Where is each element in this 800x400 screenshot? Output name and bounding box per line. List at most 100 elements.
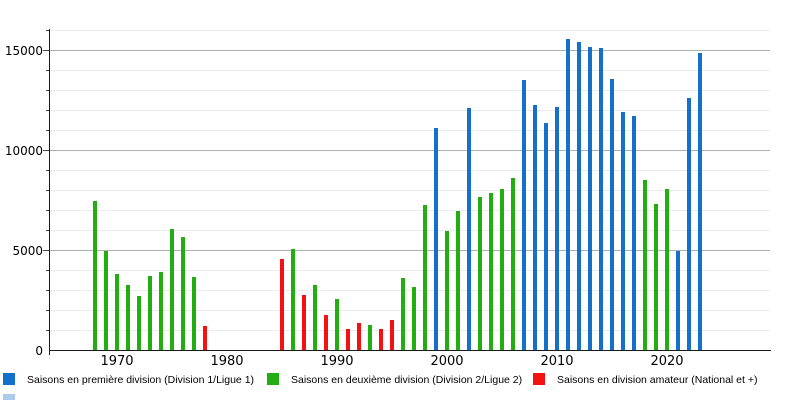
bar-2023 [697, 52, 703, 351]
bar-1977 [191, 276, 197, 351]
bar-2017 [631, 115, 637, 351]
y-axis-tick [43, 250, 49, 251]
bar-2010 [554, 106, 560, 351]
gridline-minor [49, 170, 770, 171]
bar-1993 [367, 324, 373, 351]
x-tick-label: 2020 [650, 354, 684, 369]
y-axis-tick [45, 30, 49, 31]
bar-1968 [92, 200, 98, 351]
bar-1985 [279, 258, 285, 351]
bar-2004 [488, 192, 494, 351]
x-tick-label: 1990 [320, 354, 354, 369]
gridline-minor [49, 230, 770, 231]
bar-1971 [125, 284, 131, 351]
bar-1974 [158, 271, 164, 351]
bar-2016 [620, 111, 626, 351]
bar-2002 [466, 107, 472, 351]
bar-1978 [202, 325, 208, 351]
y-axis-tick [45, 170, 49, 171]
bar-1987 [301, 294, 307, 351]
gridline-minor [49, 70, 770, 71]
y-axis-tick [45, 210, 49, 211]
bar-1999 [433, 127, 439, 351]
y-tick-label: 15000 [4, 43, 43, 58]
bar-1990 [334, 298, 340, 351]
legend-swatch-premiere-icon [3, 372, 15, 385]
y-axis-tick [45, 230, 49, 231]
y-tick-label: 10000 [4, 143, 43, 158]
gridline-major [49, 50, 770, 51]
legend-item-deuxieme-division: Saisons en deuxième division (Division 2… [267, 368, 522, 386]
bar-1989 [323, 314, 329, 351]
bar-1988 [312, 284, 318, 351]
bar-1976 [180, 236, 186, 351]
bar-1994 [378, 328, 384, 351]
gridline-minor [49, 290, 770, 291]
legend-label-amateur: Saisons en division amateur (National et… [557, 373, 758, 386]
y-tick-label: 5000 [12, 243, 43, 258]
gridline-major [49, 150, 770, 151]
bar-1998 [422, 204, 428, 351]
y-axis-tick [45, 270, 49, 271]
bar-2009 [543, 122, 549, 351]
bar-1975 [169, 228, 175, 351]
legend-swatch-partial-cutoff-icon [3, 393, 15, 400]
bar-2001 [455, 210, 461, 351]
bar-1973 [147, 275, 153, 351]
y-axis-tick [45, 290, 49, 291]
legend-label-premiere: Saisons en première division (Division 1… [27, 373, 255, 386]
x-tick-label: 1980 [210, 354, 244, 369]
gridline-minor [49, 310, 770, 311]
gridline-minor [49, 130, 770, 131]
bar-2013 [587, 46, 593, 351]
gridline-minor [49, 90, 770, 91]
legend-swatch-deuxieme-icon [267, 372, 279, 385]
bar-2012 [576, 41, 582, 351]
gridline-major [49, 250, 770, 251]
bar-1995 [389, 319, 395, 351]
bar-1986 [290, 248, 296, 351]
x-tick-label: 2010 [540, 354, 574, 369]
bar-2014 [598, 47, 604, 351]
bar-2022 [686, 97, 692, 351]
bar-2018 [642, 179, 648, 351]
gridline-minor [49, 210, 770, 211]
y-axis-tick [45, 130, 49, 131]
bar-2020 [664, 188, 670, 351]
bar-1996 [400, 277, 406, 351]
legend-swatch-amateur-icon [533, 372, 545, 385]
y-axis-tick [43, 150, 49, 151]
legend-label-deuxieme: Saisons en deuxième division (Division 2… [291, 373, 523, 386]
bar-1969 [103, 250, 109, 351]
gridline-minor [49, 110, 770, 111]
bar-2019 [653, 203, 659, 351]
bar-1972 [136, 295, 142, 351]
y-axis-tick [45, 90, 49, 91]
y-axis-tick [45, 330, 49, 331]
x-tick-label: 2000 [430, 354, 464, 369]
bar-1997 [411, 286, 417, 351]
x-axis-line [48, 350, 771, 352]
y-tick-label: 0 [35, 343, 43, 358]
y-axis-tick [45, 310, 49, 311]
bar-2006 [510, 177, 516, 351]
bar-2008 [532, 104, 538, 351]
legend-item-amateur-division: Saisons en division amateur (National et… [533, 368, 757, 386]
bar-1991 [345, 328, 351, 351]
bar-2015 [609, 78, 615, 351]
y-axis-tick [45, 110, 49, 111]
bar-2007 [521, 79, 527, 351]
gridline-minor [49, 330, 770, 331]
bar-2003 [477, 196, 483, 351]
y-axis-tick [45, 190, 49, 191]
bar-2011 [565, 38, 571, 351]
bar-2000 [444, 230, 450, 351]
y-axis-line [48, 29, 50, 355]
y-axis-tick [43, 50, 49, 51]
bar-1970 [114, 273, 120, 351]
bar-2005 [499, 188, 505, 351]
bar-1992 [356, 322, 362, 351]
legend-item-premiere-division: Saisons en première division (Division 1… [3, 368, 254, 386]
gridline-minor [49, 30, 770, 31]
